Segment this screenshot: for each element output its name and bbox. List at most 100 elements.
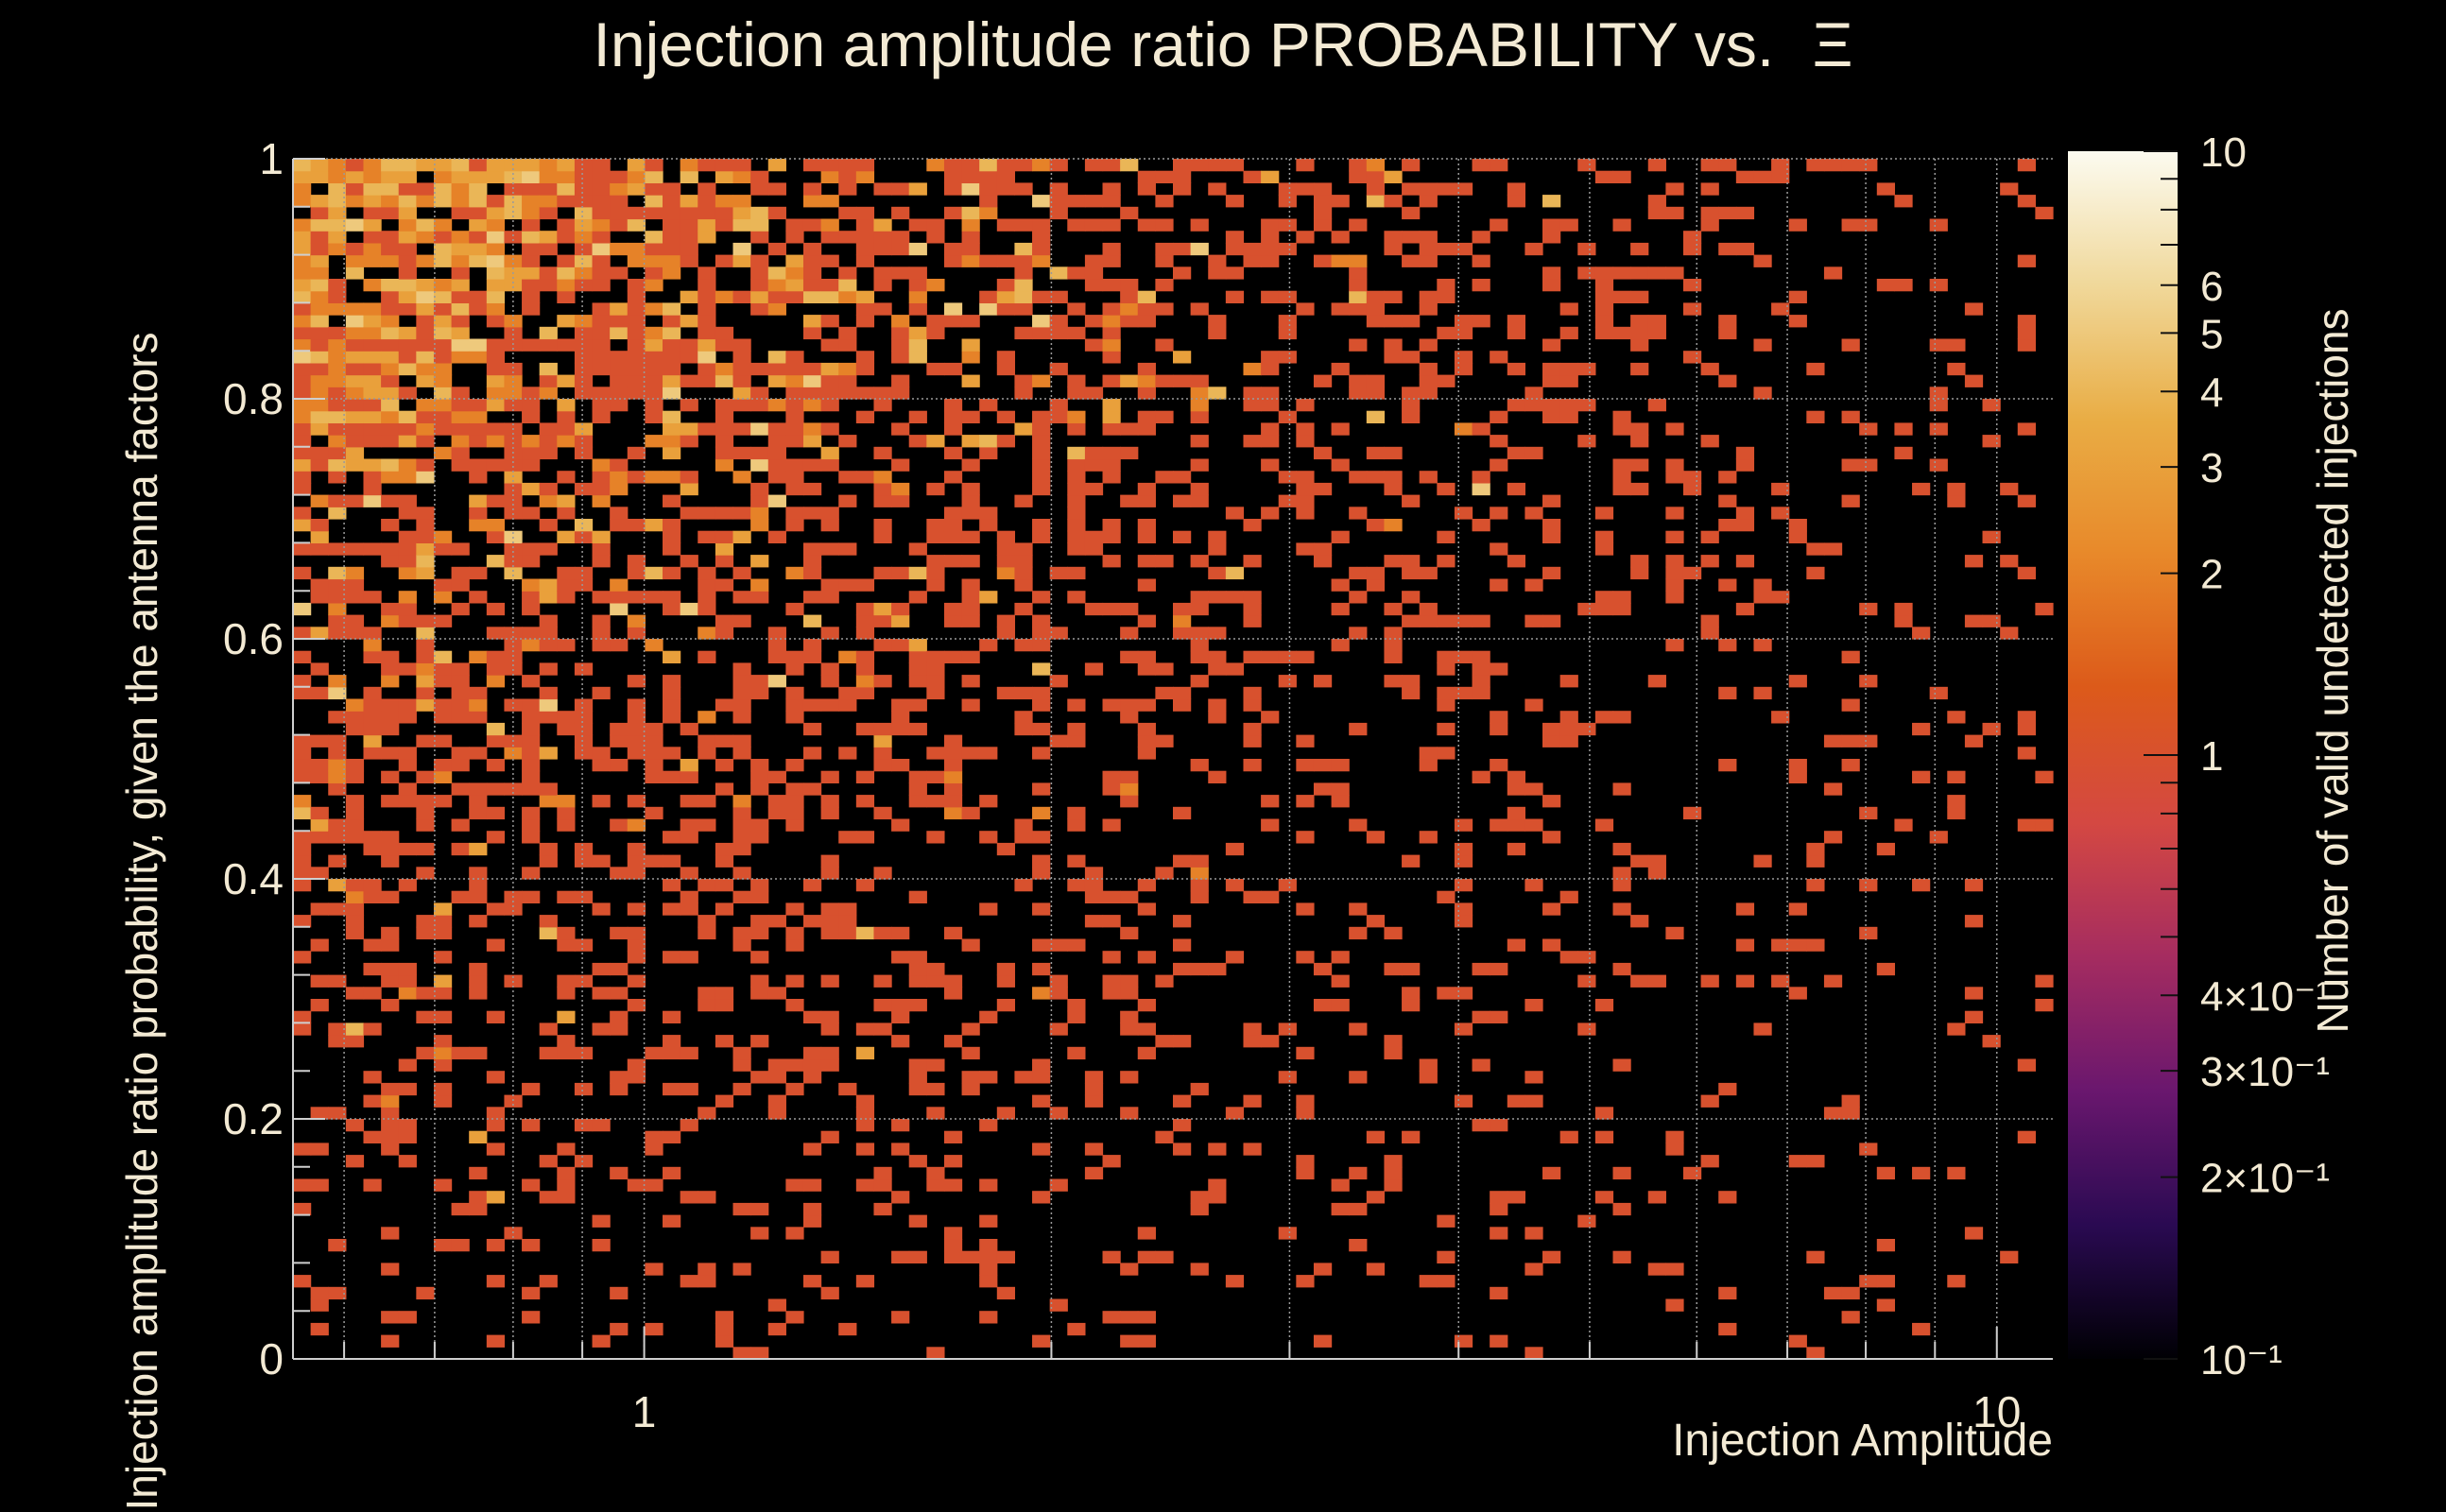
heatmap-cell [750, 879, 769, 892]
heatmap-cell [1278, 410, 1297, 423]
heatmap-cell [750, 1347, 769, 1360]
heatmap-cell [891, 458, 910, 472]
heatmap-cell [486, 422, 506, 436]
heatmap-cell [398, 206, 417, 220]
heatmap-cell [715, 458, 734, 472]
heatmap-cell [522, 387, 541, 400]
heatmap-cell [310, 374, 329, 387]
heatmap-cell [1753, 591, 1772, 604]
heatmap-cell [1049, 675, 1068, 688]
heatmap-cell [539, 266, 558, 280]
y-tick-label: 1 [259, 134, 284, 183]
heatmap-cell [1507, 326, 1525, 340]
heatmap-cell [996, 1286, 1016, 1300]
heatmap-cell [1630, 326, 1649, 340]
heatmap-cell [680, 795, 698, 808]
heatmap-cell [996, 999, 1016, 1012]
heatmap-cell [433, 542, 453, 556]
heatmap-cell [1630, 362, 1649, 376]
heatmap-cell [293, 302, 312, 316]
heatmap-cell [1208, 1178, 1227, 1192]
heatmap-cell [1507, 806, 1525, 820]
heatmap-cell [381, 410, 400, 423]
heatmap-cell [1753, 254, 1772, 267]
heatmap-cell [663, 698, 681, 712]
heatmap-cell [1137, 290, 1156, 303]
heatmap-cell [293, 266, 312, 280]
heatmap-cell [855, 387, 875, 400]
heatmap-cell [574, 482, 594, 496]
heatmap-cell [469, 915, 488, 928]
heatmap-cell [1243, 242, 1262, 256]
heatmap-cell [1594, 602, 1614, 616]
heatmap-cell [663, 650, 681, 663]
heatmap-cell [1454, 182, 1473, 196]
heatmap-cell [1490, 711, 1508, 724]
heatmap-cell [398, 338, 417, 352]
heatmap-cell [469, 1166, 488, 1180]
heatmap-cell [663, 362, 681, 376]
heatmap-cell [1084, 159, 1104, 172]
heatmap-cell [855, 218, 875, 232]
heatmap-cell [961, 482, 980, 496]
heatmap-cell [750, 218, 769, 232]
heatmap-cell [398, 507, 417, 520]
heatmap-cell [1700, 159, 1719, 172]
heatmap-cell [345, 879, 365, 892]
heatmap-cell [767, 471, 786, 484]
heatmap-cell [1120, 698, 1139, 712]
heatmap-cell [381, 614, 400, 627]
heatmap-cell [1243, 1035, 1262, 1048]
heatmap-cell [820, 867, 839, 880]
heatmap-cell [979, 831, 998, 844]
heatmap-cell [698, 290, 716, 303]
heatmap-cell [416, 614, 435, 627]
heatmap-cell [663, 315, 681, 328]
heatmap-cell [732, 387, 751, 400]
heatmap-cell [398, 566, 417, 580]
heatmap-cell [1137, 555, 1156, 568]
heatmap-cell [750, 266, 769, 280]
heatmap-cell [1384, 315, 1403, 328]
heatmap-cell [1753, 686, 1772, 700]
heatmap-cell [961, 1250, 980, 1263]
heatmap-cell [328, 711, 347, 724]
heatmap-cell [961, 435, 980, 448]
heatmap-cell [1155, 1250, 1174, 1263]
heatmap-cell [961, 591, 980, 604]
heatmap-cell [1929, 831, 1948, 844]
heatmap-cell [398, 795, 417, 808]
heatmap-cell [416, 290, 435, 303]
heatmap-cell [750, 482, 769, 496]
heatmap-cell [820, 315, 839, 328]
heatmap-cell [610, 482, 629, 496]
heatmap-cell [1137, 182, 1156, 196]
heatmap-cell [820, 290, 839, 303]
heatmap-cell [645, 770, 663, 783]
heatmap-cell [1331, 1202, 1350, 1216]
heatmap-cell [328, 206, 347, 220]
heatmap-cell [504, 387, 523, 400]
heatmap-cell [1225, 266, 1245, 280]
heatmap-cell [398, 1119, 417, 1132]
heatmap-cell [1296, 435, 1315, 448]
heatmap-cell [1577, 1022, 1596, 1036]
heatmap-cell [1331, 422, 1350, 436]
heatmap-cell [345, 435, 365, 448]
heatmap-cell [715, 842, 734, 856]
heatmap-cell [1559, 399, 1578, 412]
heatmap-cell [767, 770, 786, 783]
heatmap-cell [328, 218, 347, 232]
heatmap-cell [1947, 362, 1966, 376]
heatmap-cell [557, 218, 576, 232]
heatmap-cell [1049, 734, 1068, 747]
heatmap-cell [557, 566, 576, 580]
heatmap-cell [1419, 338, 1438, 352]
heatmap-cell [820, 1022, 839, 1036]
heatmap-cell [451, 747, 470, 760]
heatmap-cell [381, 1334, 400, 1348]
heatmap-cell [486, 675, 506, 688]
heatmap-cell [1102, 218, 1121, 232]
heatmap-cell [785, 266, 804, 280]
heatmap-cell [802, 254, 822, 267]
